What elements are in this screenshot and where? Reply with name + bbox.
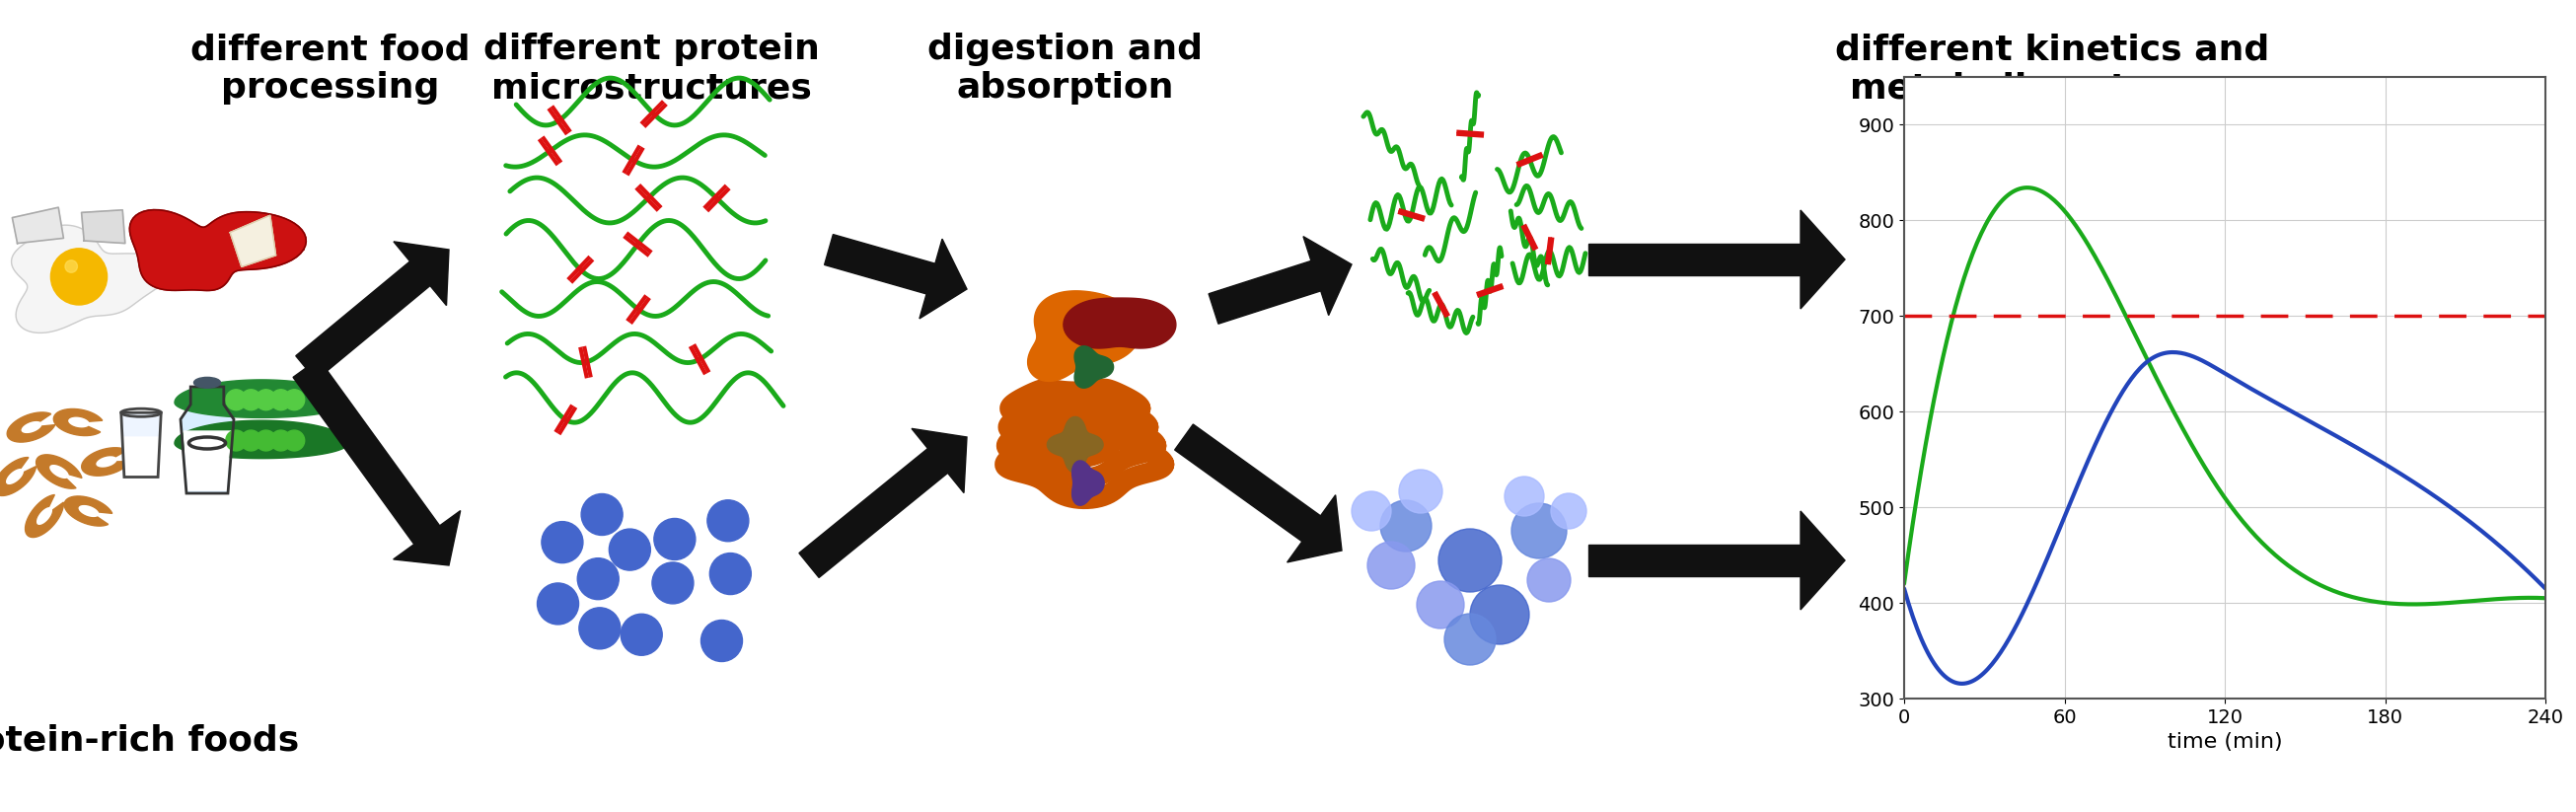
Polygon shape <box>1801 210 1844 309</box>
Circle shape <box>1551 494 1587 529</box>
Polygon shape <box>1303 236 1352 315</box>
Circle shape <box>1381 500 1432 551</box>
Polygon shape <box>180 387 234 494</box>
Polygon shape <box>13 207 64 244</box>
Circle shape <box>654 518 696 560</box>
Text: different protein
microstructures: different protein microstructures <box>484 32 819 105</box>
Polygon shape <box>1589 545 1801 577</box>
Polygon shape <box>799 448 948 577</box>
Polygon shape <box>36 455 82 489</box>
Circle shape <box>64 260 77 273</box>
Circle shape <box>255 390 276 410</box>
Polygon shape <box>175 421 348 459</box>
Polygon shape <box>1801 511 1844 610</box>
X-axis label: time (min): time (min) <box>2166 732 2282 752</box>
Polygon shape <box>920 239 966 318</box>
Circle shape <box>1471 585 1530 644</box>
Circle shape <box>582 494 623 535</box>
Polygon shape <box>1064 298 1175 348</box>
Circle shape <box>701 620 742 662</box>
Polygon shape <box>1208 261 1321 324</box>
Circle shape <box>538 583 580 624</box>
Circle shape <box>1504 477 1543 516</box>
Ellipse shape <box>193 378 222 388</box>
Circle shape <box>227 430 247 451</box>
Polygon shape <box>26 495 64 538</box>
Polygon shape <box>294 359 440 544</box>
Circle shape <box>621 614 662 655</box>
Polygon shape <box>912 429 966 493</box>
Circle shape <box>1352 491 1391 531</box>
Polygon shape <box>82 447 131 476</box>
Circle shape <box>240 430 260 451</box>
Polygon shape <box>129 209 307 291</box>
Polygon shape <box>121 412 162 477</box>
Circle shape <box>1399 469 1443 513</box>
Text: protein-rich foods: protein-rich foods <box>0 724 299 758</box>
Text: different food
processing: different food processing <box>191 32 471 105</box>
Polygon shape <box>296 261 430 380</box>
Circle shape <box>283 430 304 451</box>
Circle shape <box>708 500 750 542</box>
Circle shape <box>270 390 291 410</box>
Polygon shape <box>394 242 448 305</box>
Circle shape <box>1417 581 1463 628</box>
Polygon shape <box>394 511 461 565</box>
Polygon shape <box>10 225 170 333</box>
Circle shape <box>240 390 260 410</box>
Polygon shape <box>1072 460 1105 505</box>
Circle shape <box>577 558 618 599</box>
Polygon shape <box>64 496 113 526</box>
Polygon shape <box>824 235 935 294</box>
Circle shape <box>1512 503 1566 559</box>
Polygon shape <box>175 380 348 417</box>
Circle shape <box>255 430 276 451</box>
Polygon shape <box>121 437 160 476</box>
Circle shape <box>580 607 621 649</box>
Polygon shape <box>1589 244 1801 275</box>
Polygon shape <box>1028 291 1141 381</box>
Polygon shape <box>54 409 103 436</box>
Circle shape <box>652 562 693 604</box>
Polygon shape <box>8 412 54 442</box>
Polygon shape <box>183 431 232 490</box>
Circle shape <box>541 521 582 563</box>
Circle shape <box>1528 559 1571 602</box>
Circle shape <box>1445 614 1497 665</box>
Polygon shape <box>229 215 276 267</box>
Text: different kinetics and
metabolic outcomes: different kinetics and metabolic outcome… <box>1834 32 2269 105</box>
Polygon shape <box>1175 424 1321 542</box>
Circle shape <box>52 248 108 304</box>
Polygon shape <box>82 210 126 244</box>
Polygon shape <box>1288 495 1342 562</box>
Circle shape <box>283 390 304 410</box>
Circle shape <box>270 430 291 451</box>
Circle shape <box>227 390 247 410</box>
Polygon shape <box>0 457 36 495</box>
Circle shape <box>1437 529 1502 592</box>
Text: digestion and
absorption: digestion and absorption <box>927 32 1203 105</box>
Circle shape <box>711 553 752 594</box>
Circle shape <box>608 529 652 570</box>
Polygon shape <box>1048 417 1103 473</box>
Circle shape <box>1368 542 1414 589</box>
Polygon shape <box>1074 346 1113 388</box>
